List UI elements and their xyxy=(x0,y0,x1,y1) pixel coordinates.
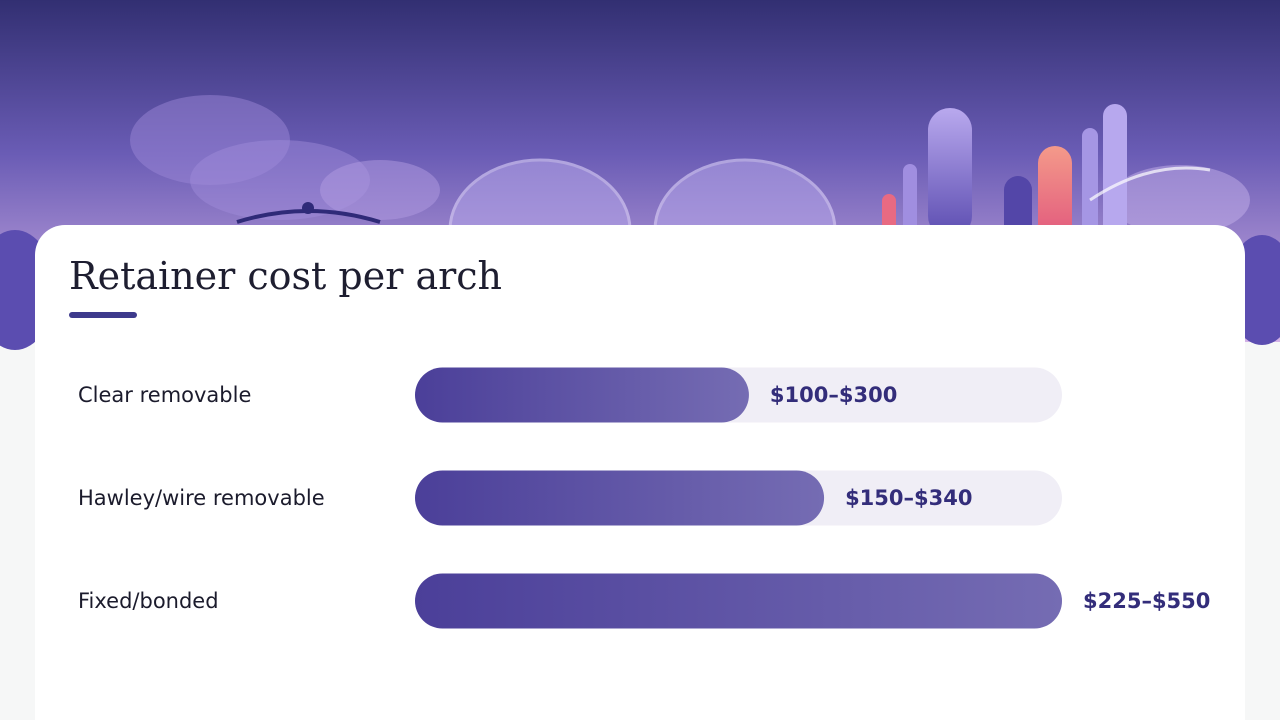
chart-title: Retainer cost per arch xyxy=(69,254,502,298)
title-underline xyxy=(69,312,137,318)
category-label: Hawley/wire removable xyxy=(78,486,325,510)
bar xyxy=(415,573,1062,629)
category-label: Clear removable xyxy=(78,383,251,407)
value-label: $150–$340 xyxy=(845,486,972,510)
category-label: Fixed/bonded xyxy=(78,589,219,613)
bar xyxy=(415,367,749,423)
bar xyxy=(415,470,825,526)
value-label: $225–$550 xyxy=(1083,589,1210,613)
value-label: $100–$300 xyxy=(770,383,897,407)
